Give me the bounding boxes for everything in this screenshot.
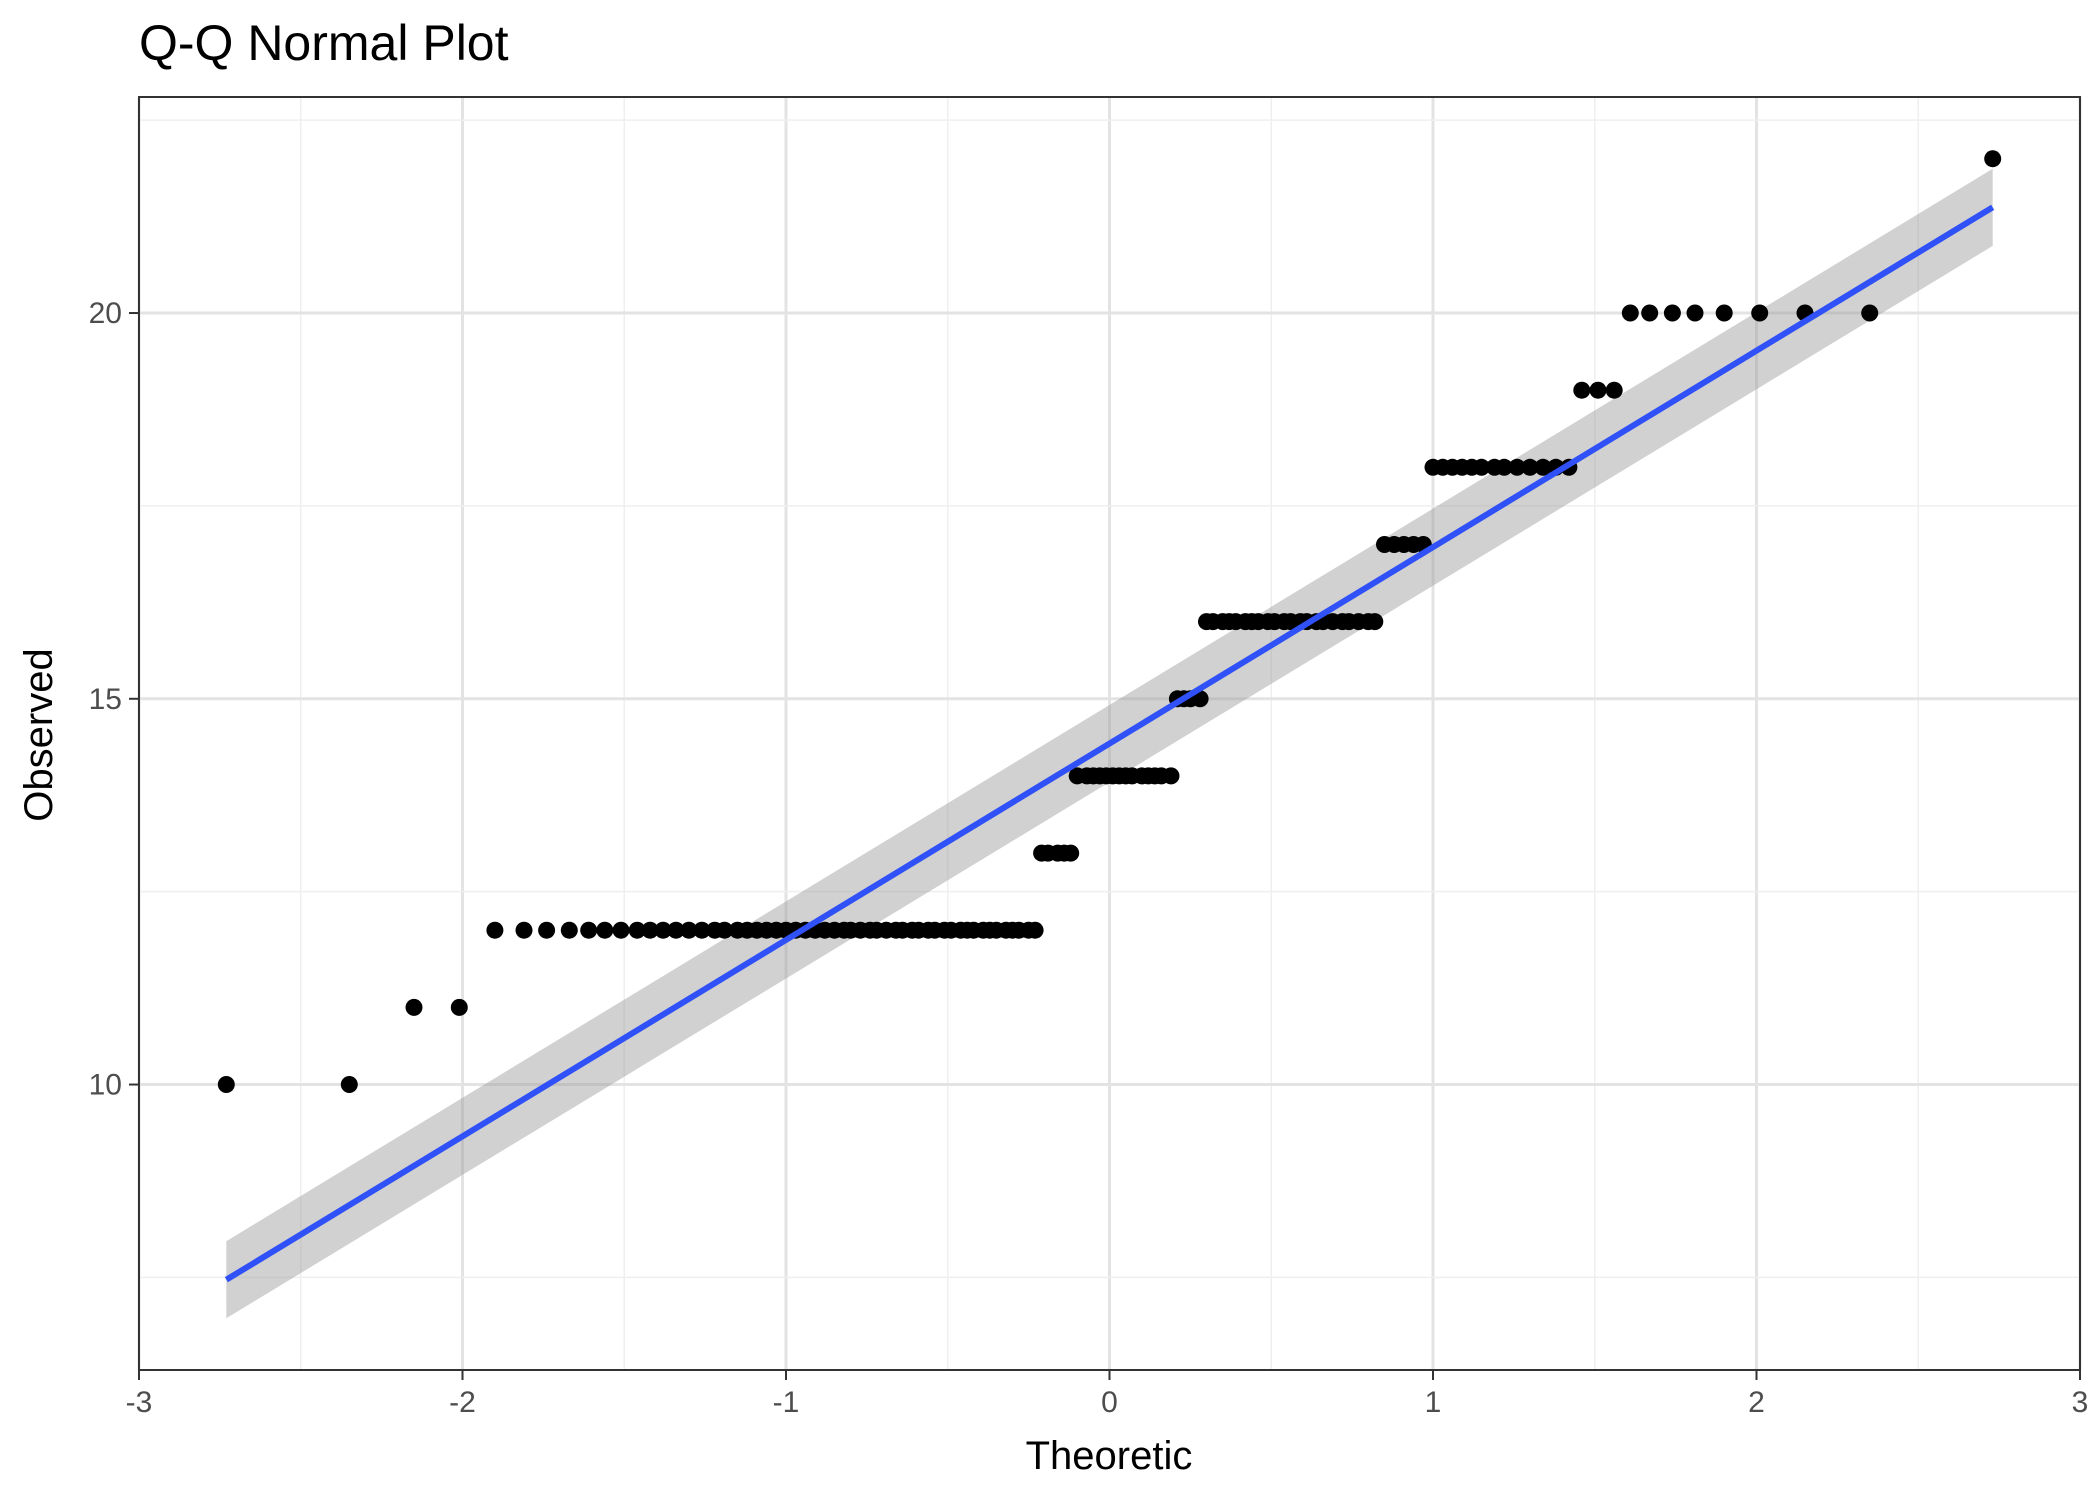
data-point — [1026, 921, 1044, 939]
data-point — [1589, 381, 1607, 399]
data-point — [680, 921, 698, 939]
x-axis-title: Theoretic — [1026, 1434, 1193, 1478]
data-point — [340, 1076, 358, 1093]
data-point — [1473, 458, 1490, 476]
x-axis: -3 -2 -1 0 1 2 3 — [126, 1370, 2089, 1419]
data-point — [515, 921, 533, 939]
data-point — [405, 998, 423, 1016]
y-axis: 10 15 20 — [89, 297, 139, 1102]
x-tick-label: -2 — [449, 1386, 476, 1419]
data-point — [486, 921, 504, 939]
data-point — [654, 921, 672, 939]
data-point — [1861, 304, 1879, 322]
y-tick-label: 20 — [89, 297, 122, 330]
data-point — [1605, 381, 1623, 399]
data-point — [1663, 304, 1681, 322]
x-tick-label: 2 — [1748, 1386, 1765, 1419]
data-point — [667, 921, 685, 939]
y-tick-label: 15 — [89, 683, 122, 716]
data-point — [217, 1076, 235, 1093]
data-point — [1521, 458, 1539, 476]
data-point — [1062, 844, 1080, 862]
data-point — [1573, 381, 1591, 399]
data-point — [538, 921, 556, 939]
x-tick-label: -1 — [773, 1386, 800, 1419]
data-point — [1162, 767, 1180, 785]
data-point — [1366, 613, 1384, 631]
data-point — [560, 921, 578, 939]
data-point — [1495, 458, 1513, 476]
data-point — [450, 998, 468, 1016]
data-point — [1686, 304, 1704, 322]
y-axis-title: Observed — [17, 648, 61, 821]
x-tick-label: 0 — [1101, 1386, 1118, 1419]
data-point — [628, 921, 646, 939]
x-tick-label: -3 — [126, 1386, 153, 1419]
data-point — [1508, 458, 1526, 476]
data-point — [596, 921, 614, 939]
data-point — [580, 921, 598, 939]
data-point — [693, 921, 711, 939]
fit-line — [224, 204, 1995, 1283]
data-point — [641, 921, 659, 939]
fit-line-group — [224, 204, 1995, 1283]
y-tick-label: 10 — [89, 1069, 122, 1102]
data-point — [1641, 304, 1659, 322]
x-tick-label: 1 — [1425, 1386, 1442, 1419]
x-tick-label: 3 — [2072, 1386, 2089, 1419]
chart-title: Q-Q Normal Plot — [139, 15, 509, 71]
data-point — [1621, 304, 1639, 322]
data-point — [1715, 304, 1733, 322]
data-point — [716, 921, 733, 939]
data-point — [1534, 458, 1552, 476]
data-point — [612, 921, 630, 939]
data-point — [1984, 150, 2002, 168]
data-point — [1751, 304, 1769, 322]
